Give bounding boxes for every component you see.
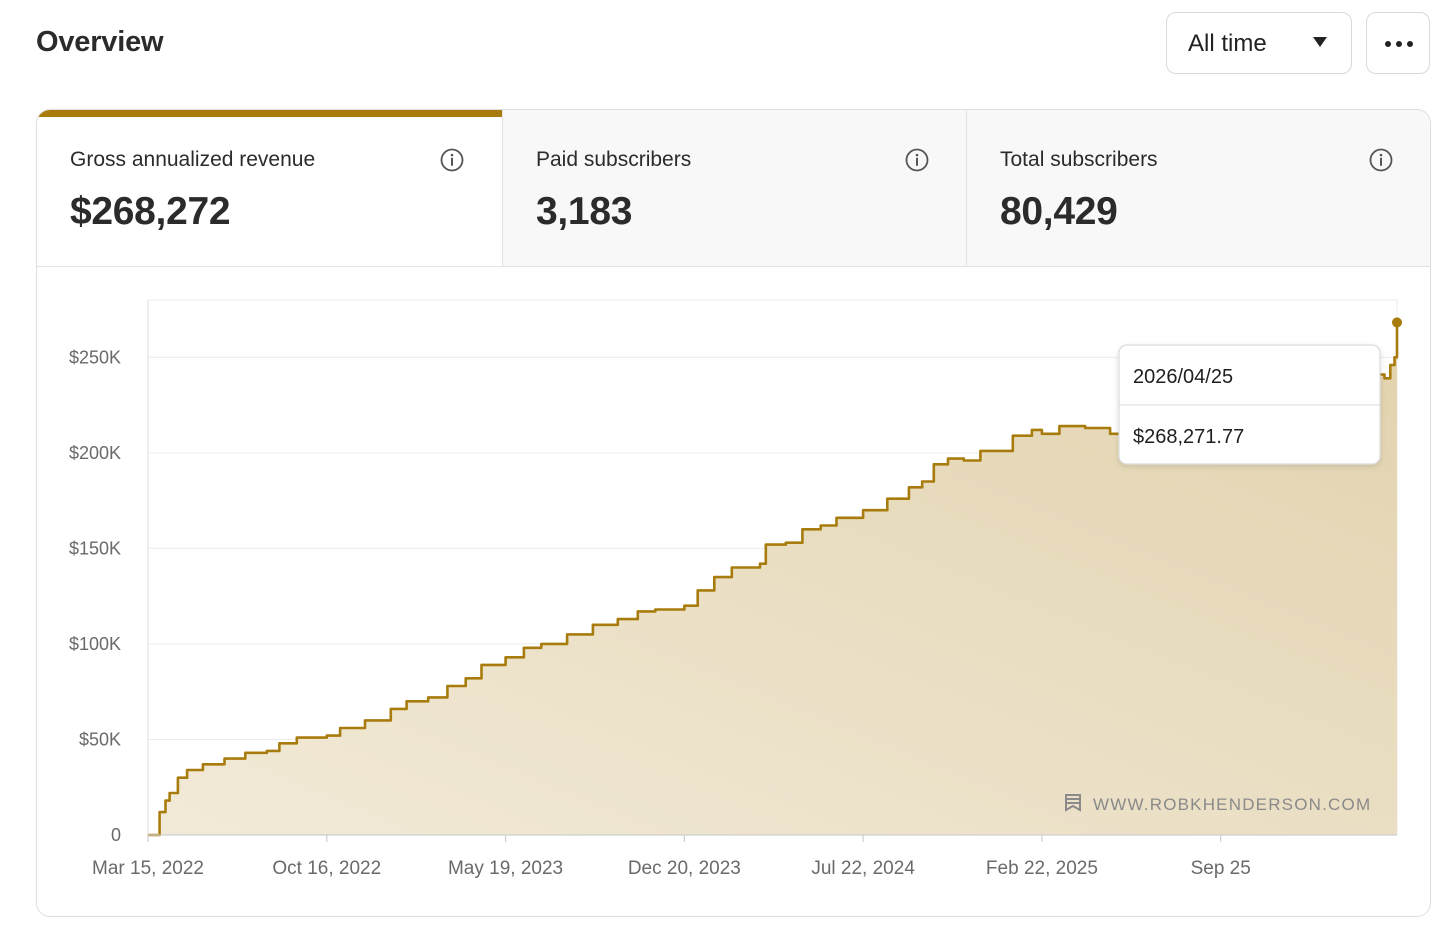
info-icon[interactable]	[905, 148, 929, 172]
tab-divider	[502, 110, 504, 267]
stat-label: Gross annualized revenue	[70, 148, 316, 171]
watermark: WWW.ROBKHENDERSON.COM	[1065, 794, 1371, 814]
info-icon[interactable]	[1369, 148, 1393, 172]
x-tick-label: Mar 15, 2022	[92, 858, 204, 879]
x-tick-label: Jul 22, 2024	[811, 858, 915, 879]
revenue-area	[148, 322, 1397, 835]
stat-tab-total-subscribers[interactable]: Total subscribers 80,429	[967, 110, 1430, 267]
tooltip-value: $268,271.77	[1133, 426, 1244, 448]
y-tick-label: $250K	[69, 347, 121, 367]
stat-label: Total subscribers	[1000, 148, 1158, 171]
y-tick-label: $200K	[69, 443, 121, 463]
tooltip: 2026/04/25 $268,271.77	[1118, 344, 1381, 465]
x-tick-label: Sep 25	[1191, 858, 1251, 879]
latest-point[interactable]	[1392, 317, 1402, 328]
tooltip-date: 2026/04/25	[1133, 366, 1233, 388]
time-range-value: All time	[1188, 30, 1267, 57]
time-range-select[interactable]: All time	[1166, 12, 1352, 74]
stat-tab-revenue[interactable]: Gross annualized revenue $268,272	[37, 110, 502, 267]
stat-value: 3,183	[536, 190, 633, 233]
x-tick-label: Oct 16, 2022	[272, 858, 381, 879]
x-tick-label: Dec 20, 2023	[628, 858, 741, 879]
watermark-text: WWW.ROBKHENDERSON.COM	[1093, 795, 1371, 814]
more-dots-icon	[1385, 41, 1413, 47]
stat-value: 80,429	[1000, 190, 1118, 233]
y-tick-label: $50K	[79, 729, 121, 749]
page-title: Overview	[36, 26, 164, 58]
y-tick-label: $100K	[69, 634, 121, 654]
stat-tab-paid-subscribers[interactable]: Paid subscribers 3,183	[503, 110, 967, 267]
stat-value: $268,272	[70, 190, 231, 233]
active-tab-indicator	[37, 110, 502, 117]
info-icon[interactable]	[440, 148, 464, 172]
bookmark-icon	[1065, 794, 1081, 812]
more-options-button[interactable]	[1366, 12, 1430, 74]
x-tick-label: Feb 22, 2025	[986, 858, 1098, 879]
y-tick-label: $150K	[69, 538, 121, 558]
tab-divider	[966, 110, 968, 267]
caret-down-icon	[1313, 37, 1327, 47]
stat-label: Paid subscribers	[536, 148, 692, 171]
x-tick-label: May 19, 2023	[448, 858, 563, 879]
y-tick-label: 0	[111, 825, 121, 845]
